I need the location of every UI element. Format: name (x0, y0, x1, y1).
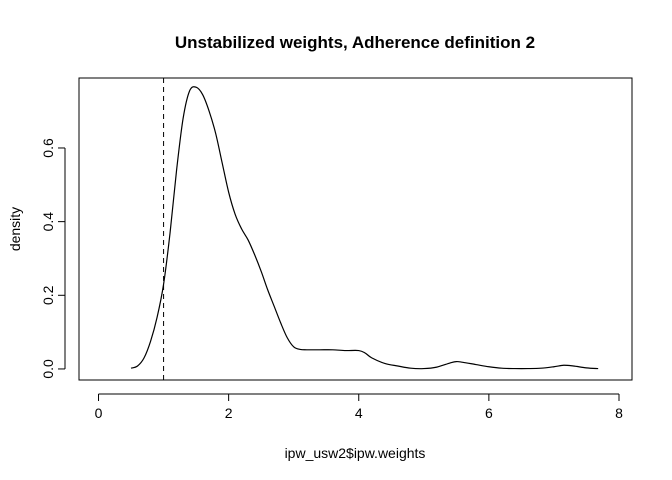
y-axis: 0.0 0.2 0.4 0.6 (40, 138, 66, 379)
x-tick-label: 4 (355, 405, 363, 421)
x-axis: 0 2 4 6 8 (95, 393, 623, 421)
y-tick-label: 0.0 (40, 359, 56, 379)
y-axis-label: density (7, 207, 23, 251)
y-tick-label: 0.6 (40, 138, 56, 158)
y-tick-label: 0.4 (40, 212, 56, 232)
density-curve (130, 86, 599, 370)
y-tick-label: 0.2 (40, 285, 56, 305)
plot-box (78, 77, 633, 381)
x-tick-label: 2 (225, 405, 233, 421)
x-tick-label: 6 (485, 405, 493, 421)
chart-title: Unstabilized weights, Adherence definiti… (175, 33, 535, 52)
x-tick-label: 8 (615, 405, 623, 421)
x-axis-label: ipw_usw2$ipw.weights (285, 445, 426, 461)
x-tick-label: 0 (95, 405, 103, 421)
